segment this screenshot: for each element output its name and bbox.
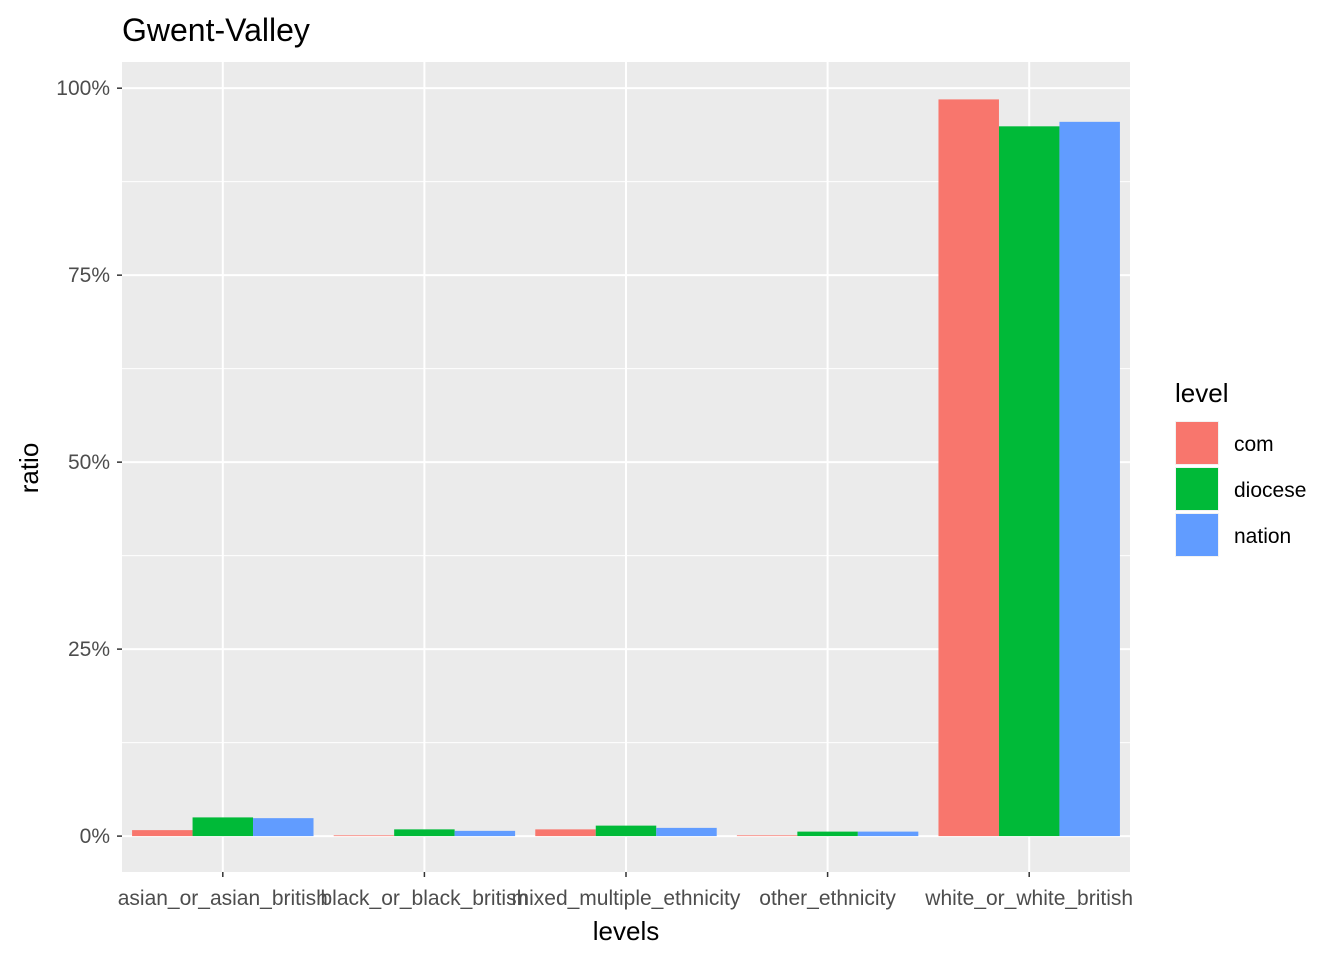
legend-key-nation: [1176, 514, 1218, 556]
bar-com-asian_or_asian_british: [132, 830, 193, 837]
bar-diocese-asian_or_asian_british: [192, 817, 254, 837]
bar-nation-other_ethnicity: [857, 831, 919, 837]
bar-nation-black_or_black_british: [454, 830, 516, 837]
legend-label-diocese: diocese: [1234, 479, 1306, 502]
bar-nation-asian_or_asian_british: [253, 818, 314, 837]
legend-label-com: com: [1234, 433, 1274, 456]
bar-com-mixed_multiple_ethnicity: [535, 829, 596, 837]
bar-nation-white_or_white_british: [1059, 121, 1120, 837]
bars: [132, 99, 1120, 837]
chart-title: Gwent-Valley: [122, 12, 310, 48]
bar-diocese-mixed_multiple_ethnicity: [595, 825, 657, 837]
bar-diocese-black_or_black_british: [394, 829, 455, 837]
legend-title: level: [1175, 378, 1228, 408]
y-tick-label: 100%: [56, 77, 110, 100]
bar-diocese-white_or_white_british: [998, 126, 1060, 837]
legend-key-com: [1176, 422, 1218, 464]
y-axis-title: ratio: [14, 443, 44, 494]
x-tick-label: white_or_white_british: [924, 887, 1133, 910]
x-tick-label: asian_or_asian_british: [118, 887, 328, 910]
legend: level com diocese nation: [1175, 378, 1306, 557]
y-tick-label: 25%: [68, 638, 110, 661]
bar-diocese-other_ethnicity: [797, 831, 858, 837]
x-tick-label: black_or_black_british: [321, 887, 529, 910]
y-tick-label: 75%: [68, 264, 110, 287]
bar-nation-mixed_multiple_ethnicity: [656, 827, 717, 837]
bar-com-black_or_black_british: [333, 835, 395, 837]
bar-com-other_ethnicity: [736, 835, 798, 837]
x-axis-title: levels: [593, 916, 659, 946]
bar-com-white_or_white_british: [938, 99, 999, 837]
x-tick-label: mixed_multiple_ethnicity: [512, 887, 741, 910]
x-tick-label: other_ethnicity: [759, 887, 896, 910]
y-tick-label: 50%: [68, 451, 110, 474]
legend-key-diocese: [1176, 468, 1218, 510]
y-axis: 0% 25% 50% 75% 100%: [56, 77, 122, 848]
x-axis: asian_or_asian_britishblack_or_black_bri…: [118, 872, 1133, 910]
y-tick-label: 0%: [80, 825, 110, 848]
legend-label-nation: nation: [1234, 525, 1291, 548]
